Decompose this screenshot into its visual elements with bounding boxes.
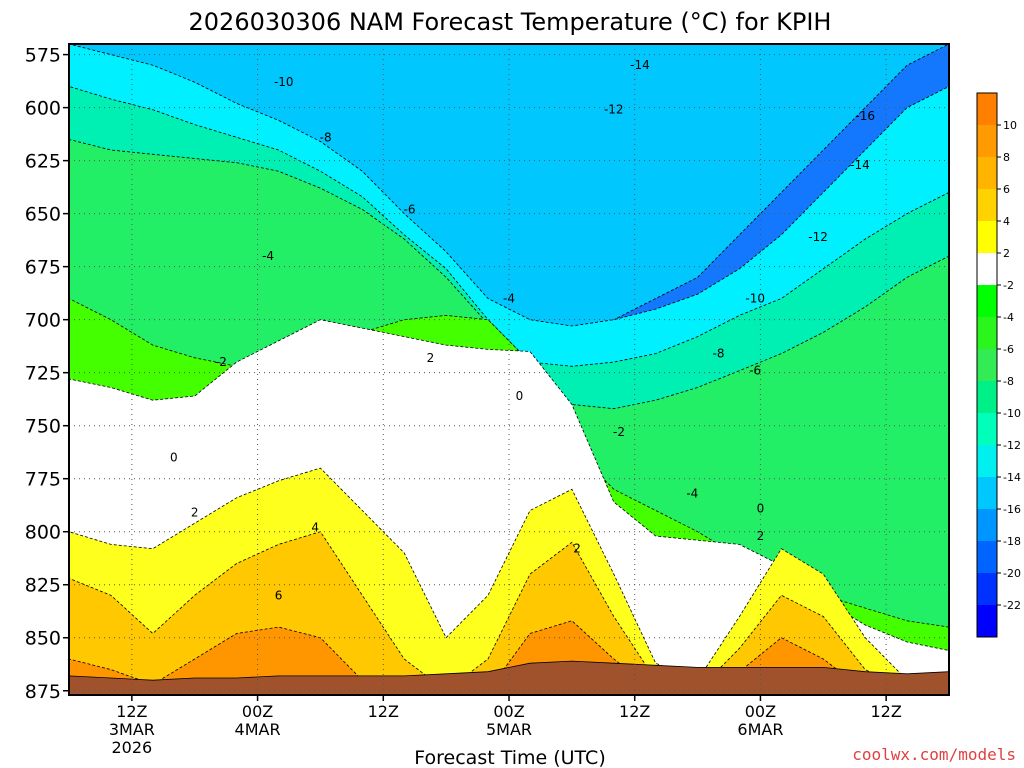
y-tick-label: 725 [25,363,61,385]
x-tick-label: 5MAR [486,720,532,739]
y-tick-label: 850 [25,628,61,650]
colorbar-label: 2 [1003,247,1010,260]
contour-label: 0 [516,389,524,403]
contour-label: 2 [757,529,765,543]
x-tick-label: 00Z [493,702,524,721]
x-tick-label: 6MAR [737,720,783,739]
contour-label: -4 [686,487,698,501]
y-tick-label: 600 [25,98,61,120]
x-tick-label: 4MAR [235,720,281,739]
colorbar-label: -4 [1003,311,1014,324]
contour-label: -10 [745,291,765,305]
y-tick-label: 825 [25,575,61,597]
colorbar-label: -2 [1003,279,1014,292]
colorbar-swatch [977,157,997,189]
contour-label: 0 [757,501,765,515]
x-tick-label: 12Z [619,702,650,721]
colorbar-label: -20 [1003,567,1021,580]
grid-lines [69,44,949,695]
x-tick-label: 00Z [242,702,273,721]
contour-label: 2 [573,542,581,556]
contour-label: -14 [850,158,870,172]
contour-label: -4 [503,291,515,305]
contour-label: -12 [604,103,624,117]
contour-label: -14 [630,58,650,72]
colorbar-label: 10 [1003,119,1017,132]
site-credit: coolwx.com/models [852,745,1016,764]
colorbar-label: -16 [1003,503,1021,516]
x-tick-label: 12Z [116,702,147,721]
colorbar-label: -8 [1003,375,1014,388]
fill-layer-terrain [69,660,949,695]
colorbar-label: -22 [1003,599,1021,612]
y-tick-label: 700 [25,310,61,332]
colorbar-swatch [977,509,997,541]
y-tick-label: 575 [25,45,61,67]
contour-label: 4 [311,520,319,534]
colorbar-swatch [977,477,997,509]
colorbar-swatch [977,93,997,125]
colorbar-label: -14 [1003,471,1021,484]
y-tick-label: 625 [25,151,61,173]
colorbar-label: -10 [1003,407,1021,420]
colorbar-label: -18 [1003,535,1021,548]
colorbar-swatch [977,189,997,221]
colorbar-swatch [977,573,997,605]
colorbar-label: 8 [1003,151,1010,164]
contour-label: -6 [749,364,761,378]
contour-label: -8 [713,347,725,361]
contour-label: -6 [403,202,415,216]
x-tick-label: 12Z [368,702,399,721]
colorbar-swatch [977,221,997,253]
contour-label: -2 [613,425,625,439]
contour-label: -8 [320,130,332,144]
y-tick-label: 800 [25,522,61,544]
contour-label: -12 [808,230,828,244]
colorbar: 10 8 6 4 2 -2 -4 -6 -8 -10 -12 -14 -16 -18 -20 -22 [976,92,1021,638]
contour-label: 2 [191,506,199,520]
contour-label: -16 [855,109,875,123]
x-axis-label: Forecast Time (UTC) [414,747,605,768]
colorbar-label: -6 [1003,343,1014,356]
y-tick-label: 650 [25,204,61,226]
x-tick-label: 3MAR [109,720,155,739]
colorbar-swatch [977,605,997,637]
x-tick-label: 2026 [111,738,152,757]
colorbar-label: 4 [1003,215,1010,228]
colorbar-swatch [977,413,997,445]
x-tick-label: 00Z [745,702,776,721]
colorbar-swatch [977,381,997,413]
y-tick-label: 775 [25,469,61,491]
chart-title: 2026030306 NAM Forecast Temperature (°C)… [189,8,832,36]
contour-label: -2 [215,355,227,369]
colorbar-swatch [977,125,997,157]
x-tick-label: 12Z [870,702,901,721]
y-tick-label: 675 [25,257,61,279]
colorbar-swatch [977,317,997,349]
contour-label: -10 [274,75,294,89]
contour-labels: -14 -12 -16 -10 -14 -8 -6 -12 -4 -4 -10 -2 2 -8 -6 0 -2 0… [170,58,875,602]
y-tick-label: 750 [25,416,61,438]
contour-label: 0 [170,451,178,465]
colorbar-label: 6 [1003,183,1010,196]
colorbar-swatch [977,541,997,573]
colorbar-swatch [977,285,997,317]
colorbar-swatch [977,253,997,285]
contour-label: 2 [427,351,435,365]
y-axis: 575 600 625 650 675 700 725 750 775 800 825 850 875 [25,45,69,703]
colorbar-frame [976,92,998,638]
contour-label: -4 [262,249,274,263]
colorbar-swatch [977,349,997,381]
contour-label: 6 [275,588,283,602]
colorbar-label: -12 [1003,439,1021,452]
colorbar-swatch [977,445,997,477]
y-tick-label: 875 [25,681,61,703]
